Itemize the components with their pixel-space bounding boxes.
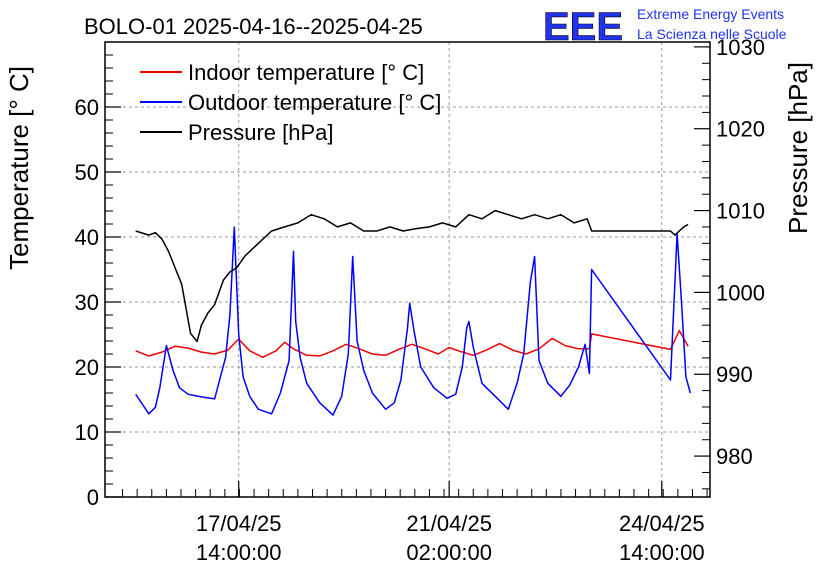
series-line-1 [135,226,692,416]
y-tick-label-2: 20 [75,355,99,380]
axes: 0102030405060980990100010101020103017/04… [75,35,765,565]
x-tick-label-time-0: 14:00:00 [196,540,282,565]
y2-tick-label-3: 1010 [716,199,765,224]
y-tick-label-4: 40 [75,225,99,250]
x-tick-label-time-2: 14:00:00 [619,540,705,565]
legend-label-2: Pressure [hPa] [188,120,334,145]
y-tick-label-3: 30 [75,290,99,315]
series-line-2 [135,209,689,343]
y2-tick-label-5: 1030 [716,35,765,60]
plot-frame [104,41,711,498]
legend: Indoor temperature [° C] Outdoor temperat… [140,60,441,145]
x-tick-label-time-1: 02:00:00 [406,540,492,565]
y2-tick-label-4: 1020 [716,117,765,142]
y-tick-label-1: 10 [75,420,99,445]
legend-label-1: Outdoor temperature [° C] [188,90,441,115]
y2-tick-label-1: 990 [716,362,753,387]
y2-tick-label-0: 980 [716,444,753,469]
x-tick-label-date-2: 24/04/25 [619,511,705,536]
x-tick-label-date-1: 21/04/25 [406,511,492,536]
y2-axis-label: Pressure [hPa] [783,62,813,234]
chart-title: BOLO-01 2025-04-16--2025-04-25 [84,14,423,39]
x-tick-label-date-0: 17/04/25 [196,511,282,536]
logo-line-2: La Scienza nelle Scuole [637,26,787,42]
y-tick-label-6: 60 [75,95,99,120]
eee-logo: EEE Extreme Energy Events La Scienza nel… [543,5,787,50]
series-line-0 [135,329,689,359]
series-layer [135,209,692,416]
y-axis-label: Temperature [° C] [4,66,34,270]
y2-tick-label-2: 1000 [716,280,765,305]
y-tick-label-0: 0 [87,485,99,510]
legend-label-0: Indoor temperature [° C] [188,60,424,85]
y-tick-label-5: 50 [75,160,99,185]
logo-line-1: Extreme Energy Events [637,6,784,22]
